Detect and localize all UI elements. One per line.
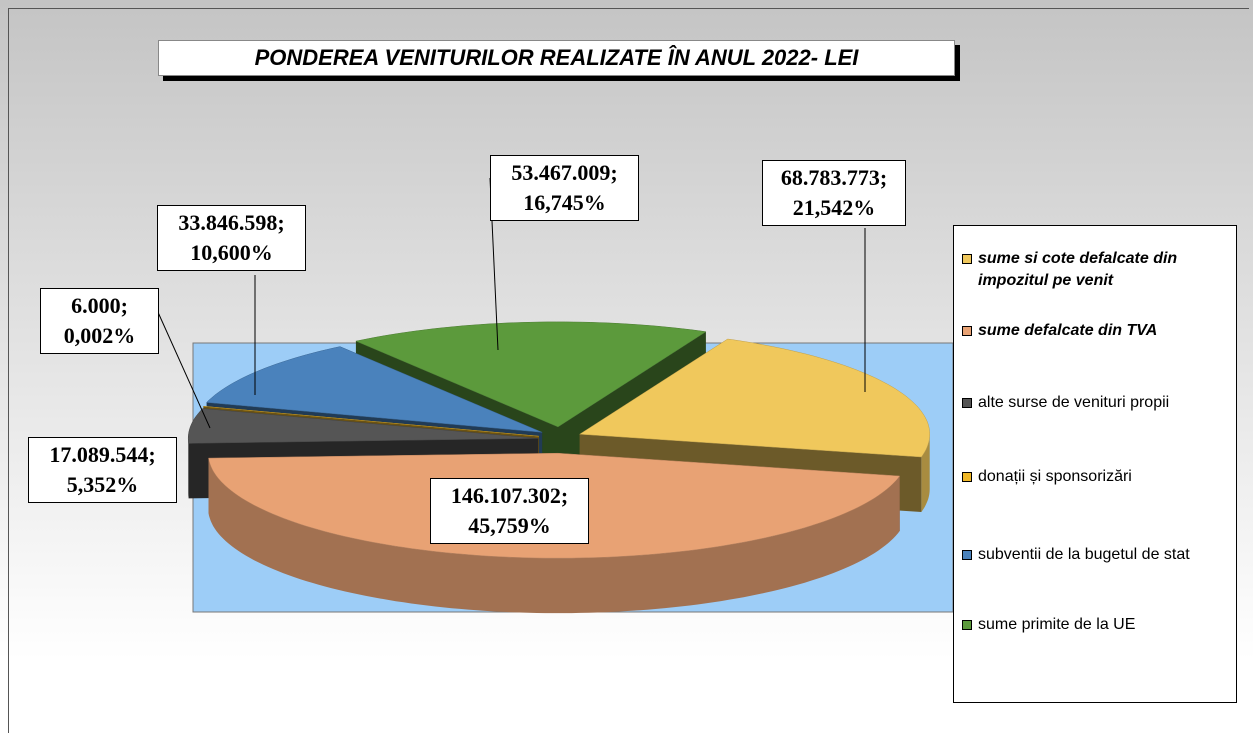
slice-side	[921, 434, 930, 512]
chart-title: PONDEREA VENITURILOR REALIZATE ÎN ANUL 2…	[158, 40, 955, 76]
slice-top	[187, 408, 539, 444]
legend-swatch	[962, 620, 972, 630]
legend-swatch	[962, 254, 972, 264]
legend-item: sume si cote defalcate din impozitul pe …	[962, 248, 1246, 292]
data-label: 53.467.009; 16,745%	[490, 155, 639, 221]
data-label: 6.000; 0,002%	[40, 288, 159, 354]
legend-label: sume defalcate din TVA	[978, 322, 1158, 339]
legend-item: sume defalcate din TVA	[962, 320, 1246, 342]
slice-side	[208, 458, 900, 614]
legend-swatch	[962, 550, 972, 560]
frame	[8, 8, 1249, 733]
slice-top	[206, 346, 543, 433]
legend-label: alte surse de venituri propii	[978, 394, 1170, 411]
slice-top	[578, 338, 930, 458]
slice-top	[355, 321, 707, 428]
legend-label: sume primite de la UE	[978, 616, 1136, 633]
legend-item: subventii de la bugetul de stat	[962, 544, 1246, 566]
legend-swatch	[962, 398, 972, 408]
legend-swatch	[962, 326, 972, 336]
data-label: 146.107.302; 45,759%	[430, 478, 589, 544]
legend: sume si cote defalcate din impozitul pe …	[953, 225, 1237, 703]
data-label: 68.783.773; 21,542%	[762, 160, 906, 226]
slice-top	[203, 406, 539, 437]
legend-item: donații și sponsorizări	[962, 466, 1246, 488]
legend-item: alte surse de venituri propii	[962, 392, 1246, 414]
data-label: 33.846.598; 10,600%	[157, 205, 306, 271]
legend-label: sume si cote defalcate din impozitul pe …	[978, 250, 1178, 289]
leader-line	[156, 309, 211, 429]
legend-swatch	[962, 472, 972, 482]
legend-label: donații și sponsorizări	[978, 468, 1132, 485]
data-label: 17.089.544; 5,352%	[28, 437, 177, 503]
legend-label: subventii de la bugetul de stat	[978, 546, 1190, 563]
legend-item: sume primite de la UE	[962, 614, 1246, 636]
